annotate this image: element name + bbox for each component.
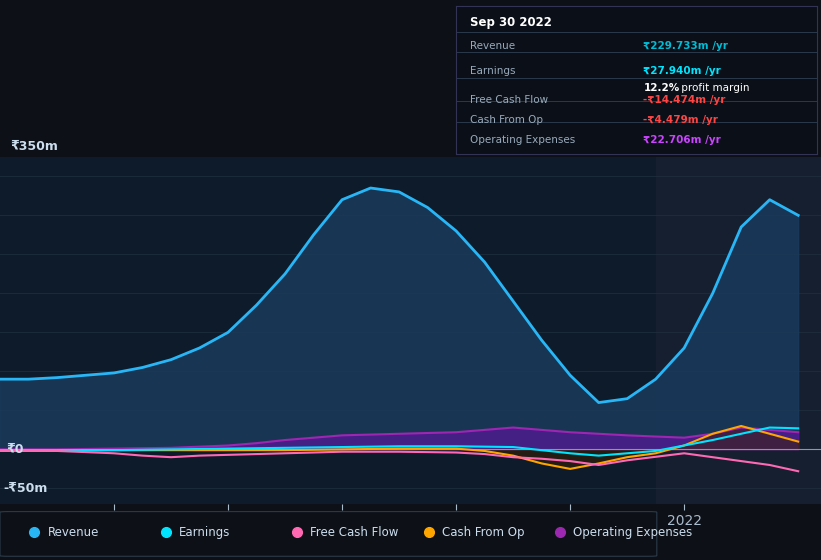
Text: 12.2%: 12.2% [644,83,680,93]
Bar [656,157,821,504]
FancyBboxPatch shape [0,512,657,556]
Text: Operating Expenses: Operating Expenses [573,526,692,539]
Text: -₹50m: -₹50m [3,482,48,495]
Text: -₹4.479m /yr: -₹4.479m /yr [644,115,718,125]
Text: Revenue: Revenue [48,526,99,539]
Text: Free Cash Flow: Free Cash Flow [310,526,399,539]
Text: Cash From Op: Cash From Op [442,526,524,539]
Text: ₹350m: ₹350m [10,140,57,153]
Text: -₹14.474m /yr: -₹14.474m /yr [644,95,726,105]
Text: Cash From Op: Cash From Op [470,115,544,125]
Text: profit margin: profit margin [678,83,750,93]
Text: Free Cash Flow: Free Cash Flow [470,95,548,105]
Text: ₹229.733m /yr: ₹229.733m /yr [644,41,728,51]
Text: Earnings: Earnings [179,526,231,539]
Text: Revenue: Revenue [470,41,516,51]
Text: ₹0: ₹0 [7,443,24,456]
Text: ₹27.940m /yr: ₹27.940m /yr [644,66,722,76]
Text: ₹22.706m /yr: ₹22.706m /yr [644,135,722,144]
Text: Earnings: Earnings [470,66,516,76]
Text: Sep 30 2022: Sep 30 2022 [470,16,552,29]
Text: Operating Expenses: Operating Expenses [470,135,576,144]
